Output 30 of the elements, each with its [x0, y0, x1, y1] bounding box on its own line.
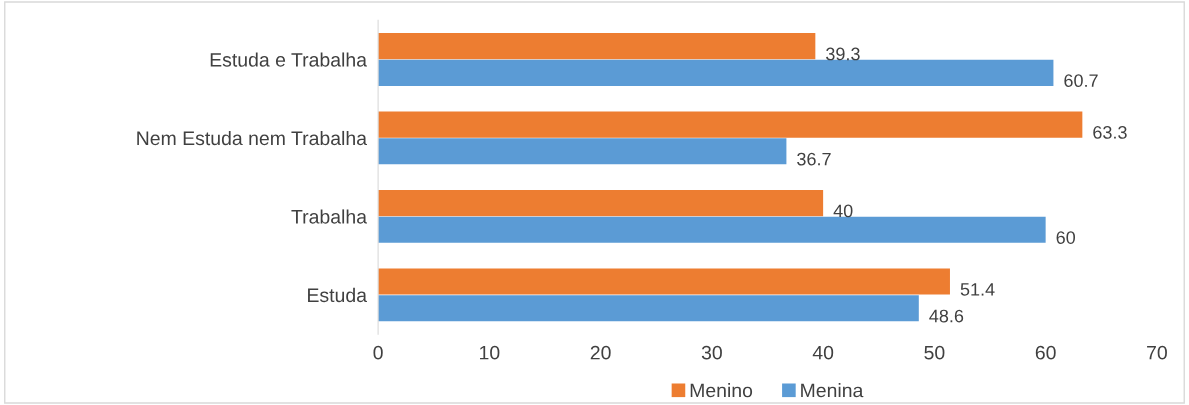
x-tick-label: 70	[1147, 345, 1167, 360]
y-tick-label: Estuda e Trabalha	[210, 52, 367, 67]
x-tick-label: 30	[701, 345, 722, 360]
y-tick-label: Nem Estuda nem Trabalha	[137, 130, 368, 146]
legend-label: Menina	[801, 383, 864, 398]
x-tick-label: 10	[480, 345, 500, 360]
bar	[378, 59, 1054, 86]
data-label: 51.4	[960, 283, 995, 296]
y-tick-label: Trabalha	[291, 209, 367, 224]
bar	[378, 190, 824, 217]
x-tick-label: 60	[1035, 345, 1056, 360]
bar	[378, 138, 787, 165]
bar	[378, 111, 1083, 138]
data-label: 40	[833, 204, 853, 218]
y-tick-label: Estuda	[308, 287, 367, 303]
x-tick-label: 0	[373, 345, 383, 360]
bar	[378, 295, 919, 322]
bar	[378, 216, 1046, 243]
x-tick-label: 50	[924, 345, 945, 360]
x-tick-label: 40	[812, 345, 834, 360]
data-label: 36.7	[797, 152, 831, 166]
data-label: 48.6	[929, 309, 964, 323]
data-label: 60.7	[1064, 74, 1098, 88]
data-label: 39.3	[826, 47, 860, 61]
data-label: 63.3	[1093, 126, 1127, 139]
legend-label: Menino	[690, 383, 753, 398]
bar	[378, 268, 950, 295]
data-label: 60	[1056, 231, 1076, 244]
bar	[378, 33, 816, 60]
x-tick-label: 20	[590, 345, 611, 360]
